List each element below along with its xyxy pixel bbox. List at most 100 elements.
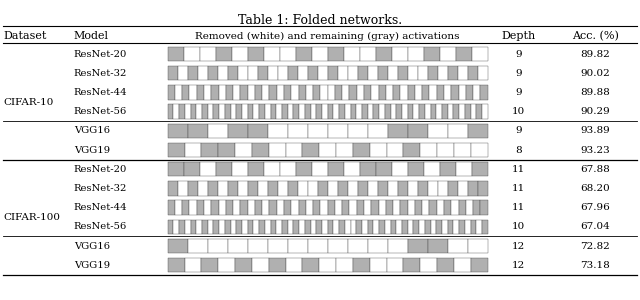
Bar	[168, 258, 184, 272]
Bar	[232, 162, 248, 176]
Bar	[335, 85, 342, 100]
Bar	[296, 47, 312, 61]
Bar	[268, 124, 288, 138]
Bar	[408, 239, 428, 253]
Text: ResNet-56: ResNet-56	[74, 222, 127, 231]
Bar	[397, 66, 408, 80]
Bar	[376, 162, 392, 176]
Bar	[459, 220, 465, 234]
Text: Acc. (%): Acc. (%)	[572, 31, 619, 41]
Bar	[173, 104, 179, 119]
Bar	[248, 239, 268, 253]
Bar	[328, 104, 333, 119]
Bar	[442, 104, 448, 119]
Bar	[436, 104, 442, 119]
Bar	[418, 181, 428, 196]
Bar	[390, 104, 396, 119]
Bar	[442, 220, 448, 234]
Bar	[424, 162, 440, 176]
Bar	[408, 162, 424, 176]
Bar	[428, 239, 448, 253]
Bar	[191, 104, 196, 119]
Bar	[312, 162, 328, 176]
Bar	[196, 200, 204, 215]
Bar	[313, 85, 321, 100]
Bar	[198, 181, 207, 196]
Text: 11: 11	[512, 203, 525, 212]
Bar	[458, 66, 468, 80]
Bar	[248, 66, 258, 80]
Bar	[276, 85, 284, 100]
Text: 8: 8	[515, 146, 522, 154]
Bar	[252, 143, 269, 157]
Bar	[373, 220, 379, 234]
Bar	[306, 85, 313, 100]
Bar	[471, 143, 488, 157]
Bar	[468, 181, 477, 196]
Bar	[276, 200, 284, 215]
Bar	[387, 143, 403, 157]
Bar	[207, 181, 218, 196]
Bar	[184, 47, 200, 61]
Bar	[385, 104, 390, 119]
Bar	[269, 200, 276, 215]
Bar	[168, 47, 184, 61]
Bar	[168, 104, 173, 119]
Bar	[235, 143, 252, 157]
Bar	[362, 104, 367, 119]
Bar	[188, 181, 198, 196]
Bar	[196, 220, 202, 234]
Bar	[248, 220, 253, 234]
Bar	[293, 104, 299, 119]
Bar	[351, 220, 356, 234]
Bar	[299, 220, 305, 234]
Bar	[184, 143, 202, 157]
Bar	[226, 200, 233, 215]
Bar	[248, 124, 268, 138]
Bar	[338, 181, 348, 196]
Bar	[376, 47, 392, 61]
Bar	[328, 124, 348, 138]
Bar	[328, 181, 338, 196]
Text: ResNet-56: ResNet-56	[74, 107, 127, 116]
Bar	[248, 85, 255, 100]
Bar	[168, 220, 173, 234]
Bar	[168, 85, 175, 100]
Bar	[379, 220, 385, 234]
Bar	[188, 239, 207, 253]
Bar	[288, 66, 298, 80]
Bar	[188, 66, 198, 80]
Bar	[178, 181, 188, 196]
Bar	[237, 66, 248, 80]
Bar	[348, 124, 367, 138]
Bar	[392, 162, 408, 176]
Text: 9: 9	[515, 88, 522, 97]
Bar	[253, 104, 259, 119]
Bar	[328, 47, 344, 61]
Bar	[228, 239, 248, 253]
Bar	[429, 85, 436, 100]
Bar	[367, 220, 373, 234]
Bar	[310, 104, 316, 119]
Bar	[356, 85, 364, 100]
Bar	[321, 200, 328, 215]
Bar	[408, 220, 413, 234]
Bar	[440, 162, 456, 176]
Bar	[204, 200, 211, 215]
Bar	[428, 181, 438, 196]
Bar	[317, 66, 328, 80]
Text: Model: Model	[74, 31, 109, 41]
Bar	[248, 104, 253, 119]
Bar	[403, 143, 420, 157]
Bar	[248, 47, 264, 61]
Bar	[299, 104, 305, 119]
Bar	[296, 162, 312, 176]
Bar	[219, 104, 225, 119]
Bar	[268, 66, 278, 80]
Bar	[470, 220, 476, 234]
Bar	[265, 104, 271, 119]
Bar	[288, 220, 293, 234]
Bar	[370, 143, 387, 157]
Bar	[265, 220, 271, 234]
Bar	[387, 258, 403, 272]
